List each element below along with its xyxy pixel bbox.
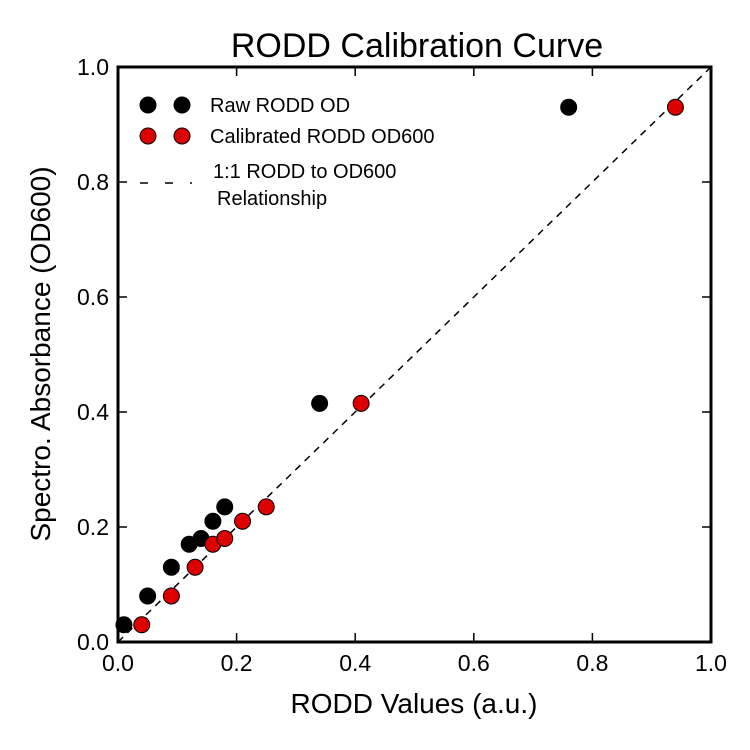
raw-point (216, 498, 234, 516)
raw-point (115, 616, 133, 634)
calibrated-point (186, 558, 204, 576)
legend-label: 1:1 RODD to OD600 (213, 161, 396, 183)
calibrated-point (162, 587, 180, 605)
legend-label: Calibrated RODD OD600 (210, 126, 435, 148)
y-tick-label: 1.0 (77, 54, 109, 80)
raw-point (311, 394, 329, 412)
raw-point (560, 98, 578, 116)
calibrated-point (352, 394, 370, 412)
raw-point (162, 558, 180, 576)
x-tick-label: 0.0 (102, 650, 134, 676)
x-tick-label: 0.2 (221, 650, 253, 676)
points-layer (115, 98, 684, 634)
legend: Raw RODD OD Calibrated RODD OD600 1:1 RODD… (139, 95, 435, 210)
legend-marker (139, 127, 157, 145)
ticks-layer: 0.0 0.2 0.4 0.6 0.8 1.0 0.0 0.2 0.4 0.6 0.8 1.0 (77, 54, 727, 676)
plot-frame (116, 65, 713, 644)
reference-line (117, 66, 712, 643)
y-axis-label: Spectro. Absorbance (OD600) (25, 166, 56, 541)
y-tick-label: 0.2 (77, 514, 109, 540)
legend-marker (173, 96, 191, 114)
legend-label: Raw RODD OD (210, 95, 350, 117)
calibrated-point (216, 530, 234, 547)
calibrated-point (234, 512, 252, 530)
calibrated-point (666, 98, 684, 116)
y-tick-label: 0.0 (77, 629, 109, 655)
calibrated-point (133, 616, 151, 634)
legend-marker (139, 96, 157, 114)
x-tick-label: 0.4 (339, 650, 371, 676)
raw-point (204, 512, 222, 530)
legend-marker (173, 127, 191, 145)
x-tick-label: 0.8 (576, 650, 608, 676)
y-tick-label: 0.8 (77, 169, 109, 195)
chart-title: RODD Calibration Curve (231, 27, 603, 65)
y-tick-label: 0.6 (77, 284, 109, 310)
calibrated-point (257, 498, 275, 516)
y-tick-label: 0.4 (77, 399, 109, 425)
raw-point (139, 587, 157, 605)
reference-line-layer (117, 66, 712, 643)
x-tick-label: 1.0 (695, 650, 727, 676)
legend-label-continued: Relationship (217, 188, 327, 210)
x-axis-label: RODD Values (a.u.) (291, 688, 538, 719)
x-tick-label: 0.6 (458, 650, 490, 676)
